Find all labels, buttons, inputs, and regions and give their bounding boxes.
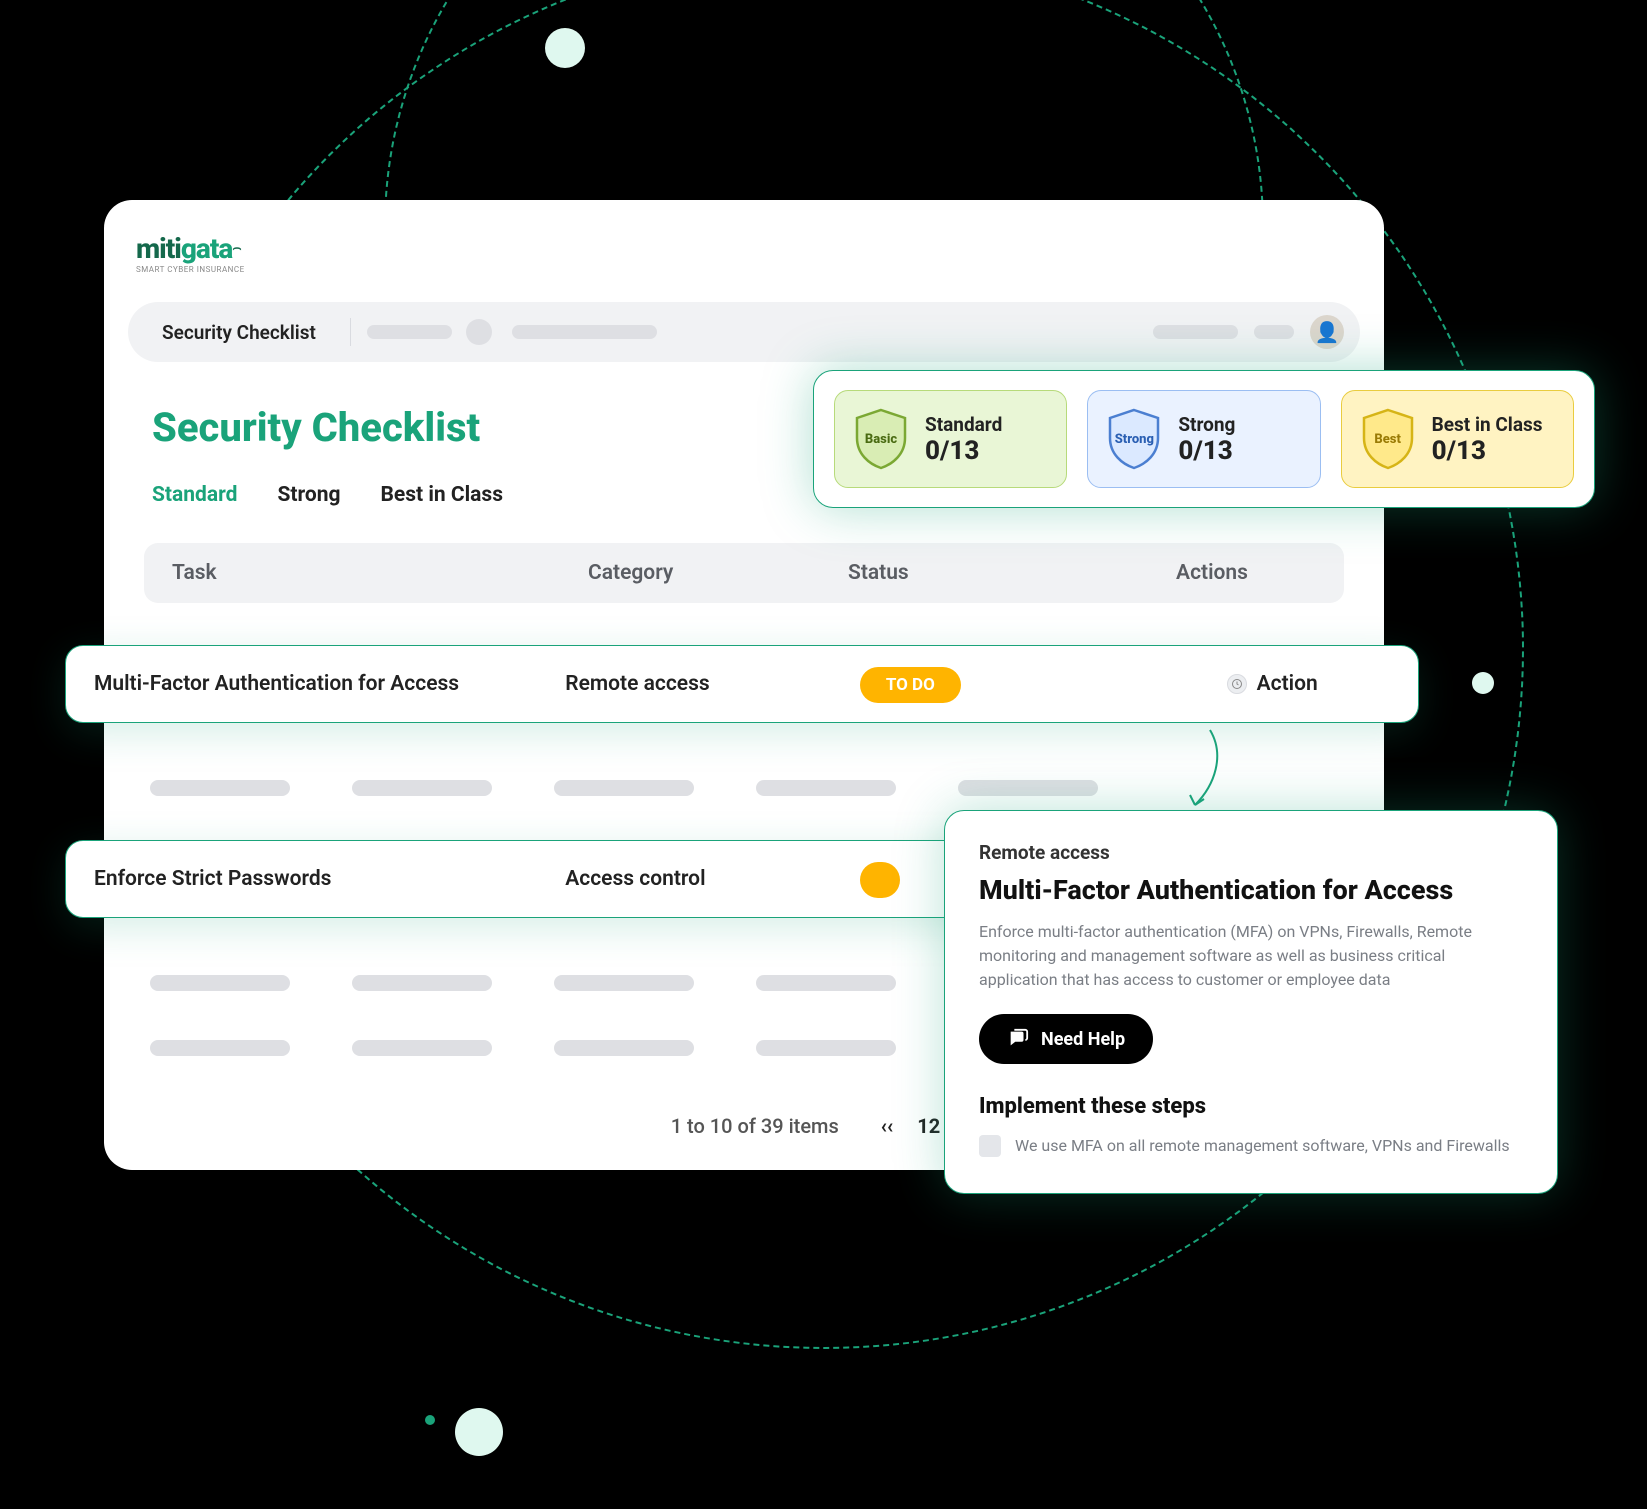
step-text: We use MFA on all remote management soft… <box>1015 1135 1510 1157</box>
detail-category: Remote access <box>979 841 1523 864</box>
placeholder <box>367 325 452 339</box>
brand-tagline: SMART CYBER INSURANCE <box>136 265 1384 274</box>
table-header: Task Category Status Actions <box>144 543 1344 603</box>
level-card-basic[interactable]: Basic Standard 0/13 <box>834 390 1067 488</box>
placeholder <box>512 325 657 339</box>
tab-strong[interactable]: Strong <box>277 483 340 507</box>
cell-task: Enforce Strict Passwords <box>94 867 565 891</box>
cell-category: Access control <box>565 867 860 891</box>
divider <box>350 318 351 346</box>
levels-panel: Basic Standard 0/13 Strong Strong 0/13 B… <box>813 370 1595 508</box>
chat-icon <box>1007 1028 1029 1050</box>
level-card-strong[interactable]: Strong Strong 0/13 <box>1087 390 1320 488</box>
placeholder-row <box>150 780 1098 796</box>
brand-logo: mitigata⌢ SMART CYBER INSURANCE <box>136 232 1384 274</box>
col-status: Status <box>848 561 1108 585</box>
level-count: 0/13 <box>1178 436 1235 466</box>
pagination-prev[interactable]: ‹‹ <box>881 1114 893 1138</box>
shield-icon: Strong <box>1106 408 1162 470</box>
col-task: Task <box>172 561 588 585</box>
bg-dot <box>425 1415 435 1425</box>
breadcrumb: Security Checklist <box>144 321 334 344</box>
bg-dot <box>1472 672 1494 694</box>
placeholder <box>466 319 492 345</box>
brand-text-2: gata <box>181 232 232 265</box>
clock-icon <box>1227 674 1247 694</box>
tab-best[interactable]: Best in Class <box>380 483 503 507</box>
brand-text-1: miti <box>136 232 181 265</box>
detail-title: Multi-Factor Authentication for Access <box>979 874 1523 906</box>
level-count: 0/13 <box>925 436 1002 466</box>
bg-dot <box>545 28 585 68</box>
need-help-label: Need Help <box>1041 1029 1125 1050</box>
table-row[interactable]: Multi-Factor Authentication for Access R… <box>65 645 1419 723</box>
shield-icon: Best <box>1360 408 1416 470</box>
status-badge: TO DO <box>860 667 961 703</box>
bg-dot <box>455 1408 503 1456</box>
step-checkbox[interactable] <box>979 1135 1001 1157</box>
col-category: Category <box>588 561 848 585</box>
shield-icon: Basic <box>853 408 909 470</box>
placeholder-row <box>150 1040 896 1056</box>
topbar: Security Checklist 👤 <box>128 302 1360 362</box>
level-name: Best in Class <box>1432 413 1543 436</box>
pagination-info: 1 to 10 of 39 items <box>671 1114 839 1138</box>
action-button[interactable]: Action <box>1257 672 1318 696</box>
pagination-pages[interactable]: 12 <box>917 1114 940 1138</box>
tab-standard[interactable]: Standard <box>152 483 237 507</box>
flow-arrow-icon <box>1180 725 1240 815</box>
need-help-button[interactable]: Need Help <box>979 1014 1153 1064</box>
steps-title: Implement these steps <box>979 1094 1523 1119</box>
col-actions: Actions <box>1108 561 1316 585</box>
step-item: We use MFA on all remote management soft… <box>979 1135 1523 1157</box>
cell-task: Multi-Factor Authentication for Access <box>94 672 565 696</box>
status-badge <box>860 862 900 898</box>
detail-description: Enforce multi-factor authentication (MFA… <box>979 920 1523 992</box>
level-name: Standard <box>925 413 1002 436</box>
level-card-best[interactable]: Best Best in Class 0/13 <box>1341 390 1574 488</box>
placeholder <box>1254 325 1294 339</box>
cell-category: Remote access <box>565 672 860 696</box>
level-count: 0/13 <box>1432 436 1543 466</box>
placeholder <box>1153 325 1238 339</box>
avatar[interactable]: 👤 <box>1310 315 1344 349</box>
detail-panel: Remote access Multi-Factor Authenticatio… <box>944 810 1558 1194</box>
level-name: Strong <box>1178 413 1235 436</box>
